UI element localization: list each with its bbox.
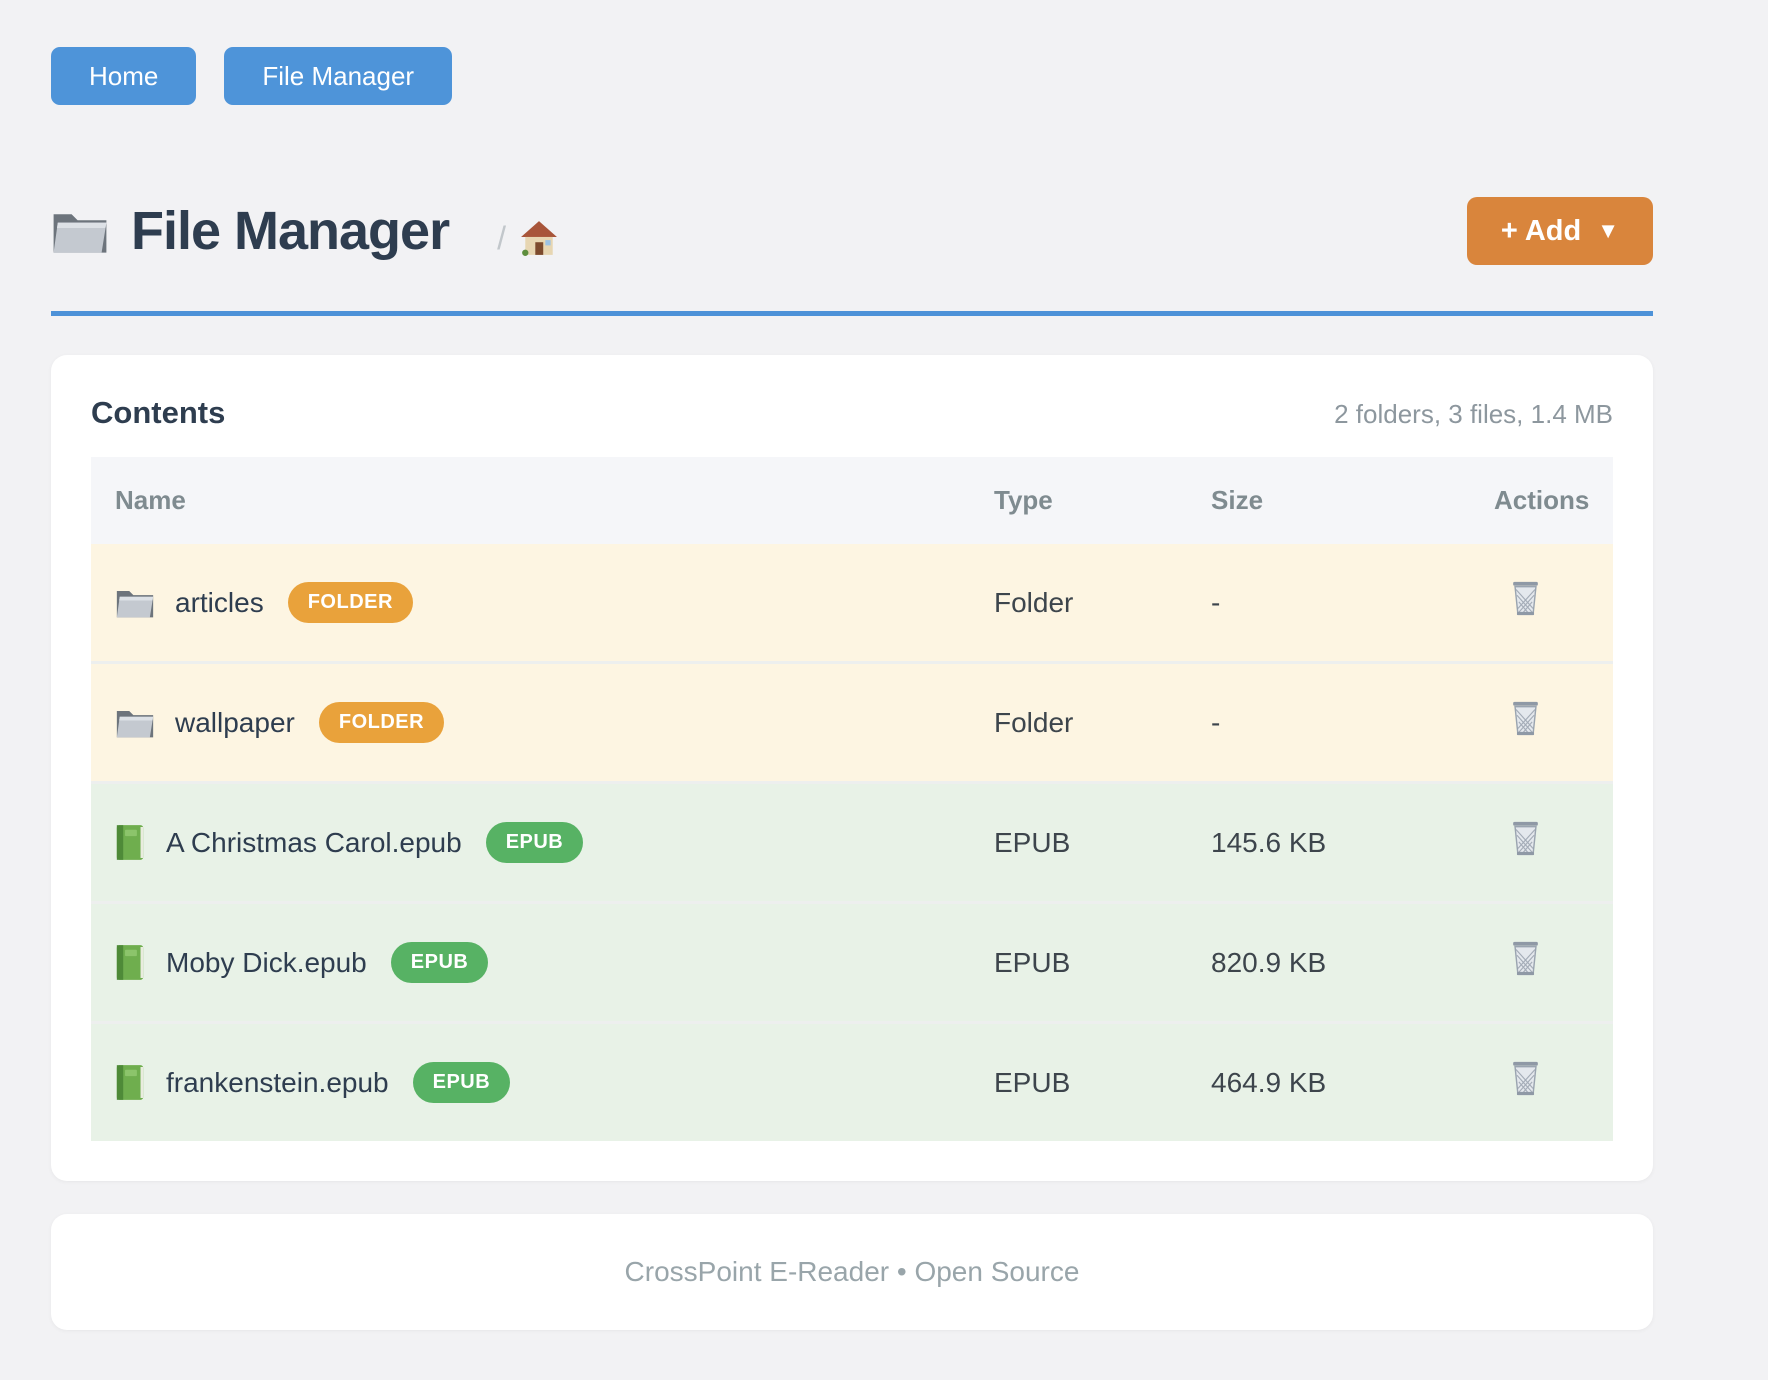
file-table-head: Name Type Size Actions: [91, 457, 1613, 544]
top-nav: Home File Manager: [51, 0, 1653, 105]
file-name-link[interactable]: articles: [175, 586, 264, 618]
file-type: EPUB: [994, 946, 1071, 978]
file-table-body: articles FOLDER Folder -: [91, 544, 1613, 1141]
type-badge: FOLDER: [287, 582, 413, 623]
file-name-link[interactable]: frankenstein.epub: [166, 1066, 389, 1098]
table-row: articles FOLDER Folder -: [91, 544, 1613, 663]
column-header-actions: Actions: [1470, 457, 1613, 544]
trash-icon: [1508, 700, 1543, 738]
type-badge: EPUB: [485, 822, 584, 863]
header-row: Name Type Size Actions: [91, 457, 1613, 544]
trash-icon: [1508, 1060, 1543, 1098]
contents-card: Contents 2 folders, 3 files, 1.4 MB Name…: [51, 355, 1653, 1181]
delete-button[interactable]: [1508, 700, 1543, 738]
file-size: 145.6 KB: [1211, 826, 1327, 858]
page-title: File Manager: [131, 201, 450, 261]
footer-text: CrossPoint E-Reader • Open Source: [624, 1256, 1080, 1287]
home-breadcrumb-icon[interactable]: [520, 220, 558, 256]
column-header-size: Size: [1187, 457, 1470, 544]
book-icon: [115, 824, 146, 861]
add-button-label: + Add: [1500, 214, 1582, 247]
book-icon: [115, 944, 146, 981]
file-type: Folder: [994, 586, 1074, 618]
file-table: Name Type Size Actions: [91, 457, 1613, 1141]
breadcrumb-separator: /: [497, 219, 506, 256]
table-row: Moby Dick.epub EPUB EPUB 820.9 KB: [91, 902, 1613, 1023]
page: Home File Manager File Manager /: [51, 0, 1653, 1330]
file-name-link[interactable]: Moby Dick.epub: [166, 946, 367, 978]
file-name-link[interactable]: wallpaper: [175, 706, 295, 738]
file-size: 464.9 KB: [1211, 1066, 1327, 1098]
delete-button[interactable]: [1508, 1060, 1543, 1098]
breadcrumb: /: [497, 220, 558, 257]
book-icon: [115, 1064, 146, 1101]
trash-icon: [1508, 580, 1543, 618]
contents-summary: 2 folders, 3 files, 1.4 MB: [1334, 399, 1613, 429]
file-type: EPUB: [994, 1066, 1071, 1098]
delete-button[interactable]: [1508, 820, 1543, 858]
table-row: frankenstein.epub EPUB EPUB 464.9 KB: [91, 1022, 1613, 1141]
file-manager-button[interactable]: File Manager: [224, 47, 453, 105]
file-type: EPUB: [994, 826, 1071, 858]
contents-card-header: Contents 2 folders, 3 files, 1.4 MB: [91, 395, 1613, 431]
trash-icon: [1508, 940, 1543, 978]
delete-button[interactable]: [1508, 940, 1543, 978]
file-type: Folder: [994, 706, 1074, 738]
type-badge: EPUB: [412, 1062, 511, 1103]
table-row: A Christmas Carol.epub EPUB EPUB 145.6 K…: [91, 782, 1613, 903]
trash-icon: [1508, 820, 1543, 858]
delete-button[interactable]: [1508, 580, 1543, 618]
folder-title-icon: [51, 207, 109, 255]
footer-card: CrossPoint E-Reader • Open Source: [51, 1214, 1653, 1330]
file-size: -: [1211, 586, 1221, 618]
type-badge: EPUB: [390, 942, 489, 983]
folder-icon: [115, 706, 155, 739]
column-header-type: Type: [970, 457, 1187, 544]
type-badge: FOLDER: [318, 702, 445, 743]
file-name-link[interactable]: A Christmas Carol.epub: [166, 826, 462, 858]
file-size: 820.9 KB: [1211, 946, 1327, 978]
title-group: File Manager /: [51, 200, 558, 262]
table-row: wallpaper FOLDER Folder -: [91, 662, 1613, 783]
home-button[interactable]: Home: [51, 47, 197, 105]
chevron-down-icon: ▼: [1597, 218, 1619, 243]
page-header: File Manager / + Add ▼: [51, 197, 1653, 265]
header-divider: [51, 311, 1653, 316]
column-header-name: Name: [91, 457, 970, 544]
contents-heading: Contents: [91, 395, 226, 430]
folder-icon: [115, 586, 155, 619]
file-size: -: [1211, 706, 1221, 738]
add-button[interactable]: + Add ▼: [1466, 197, 1653, 265]
